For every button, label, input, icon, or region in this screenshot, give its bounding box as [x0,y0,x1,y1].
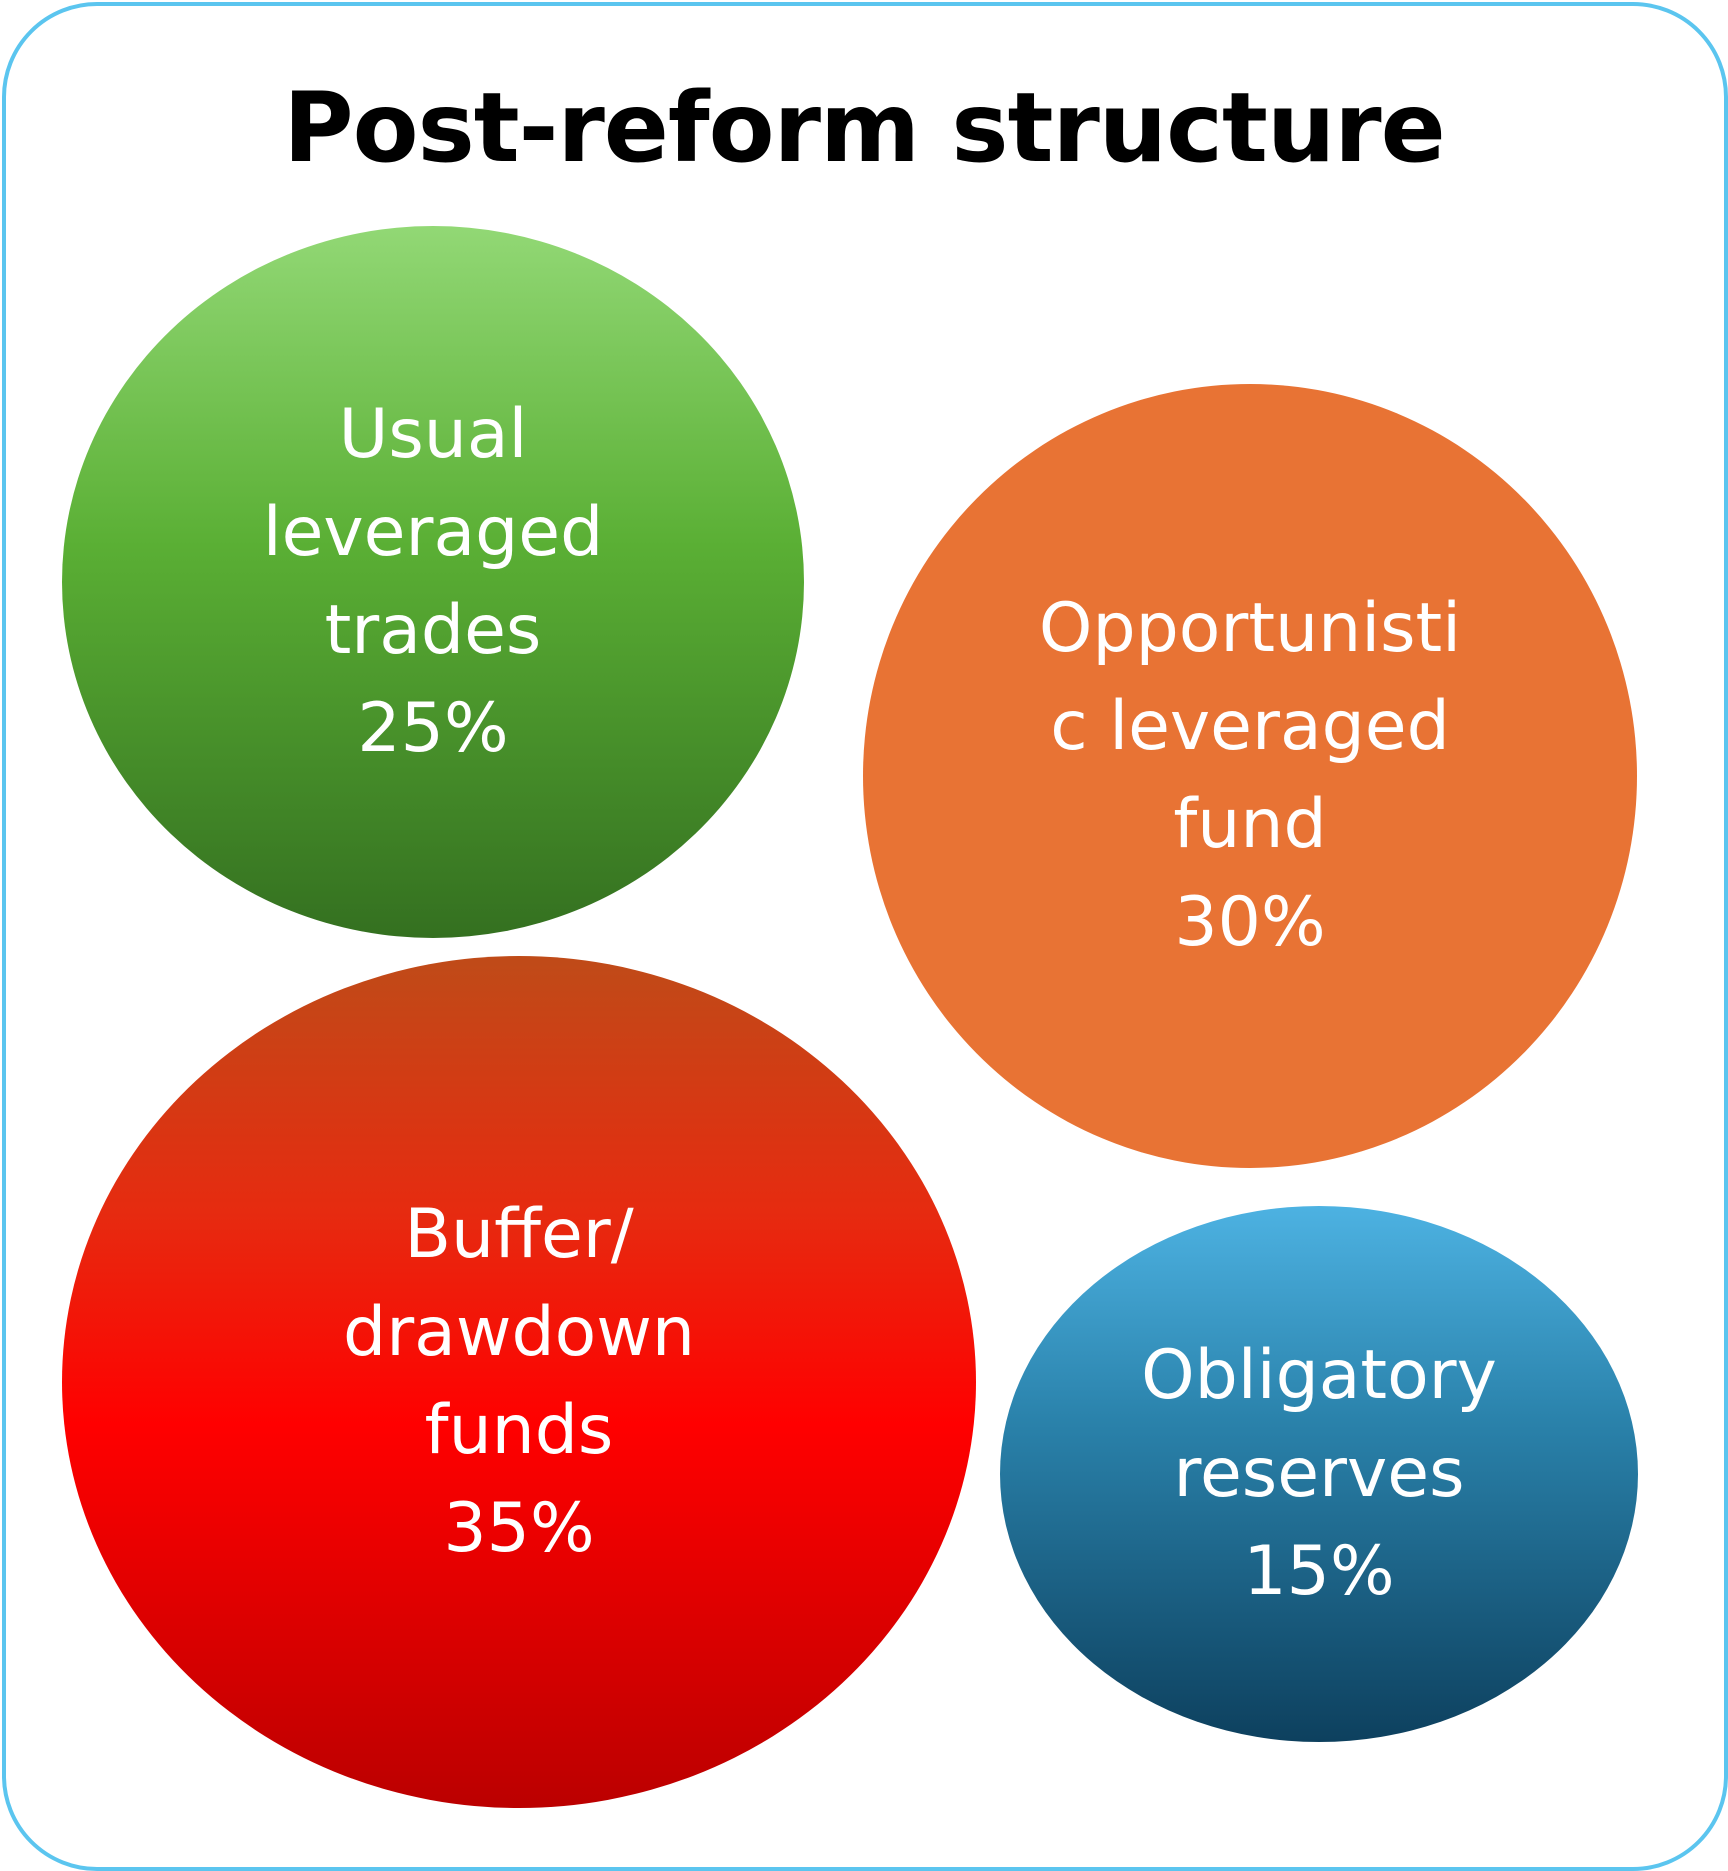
bubble-opportunistic-leveraged-fund: Opportunisti c leveraged fund 30% [863,384,1637,1168]
bubble-label: Opportunisti c leveraged fund [1038,589,1462,864]
bubble-label: Buffer/ drawdown funds [343,1195,695,1470]
bubble-buffer-drawdown-funds: Buffer/ drawdown funds 35% [62,956,976,1808]
bubble-percentage: 25% [357,689,509,768]
bubble-percentage: 35% [443,1489,595,1568]
bubble-label: Usual leveraged trades [262,395,604,670]
bubble-percentage: 15% [1243,1532,1395,1611]
bubble-usual-leveraged-trades: Usual leveraged trades 25% [62,226,804,938]
bubble-label: Obligatory reserves [1141,1336,1497,1513]
bubble-obligatory-reserves: Obligatory reserves 15% [1000,1206,1638,1742]
bubble-percentage: 30% [1174,883,1326,962]
diagram-title: Post-reform structure [283,72,1445,184]
